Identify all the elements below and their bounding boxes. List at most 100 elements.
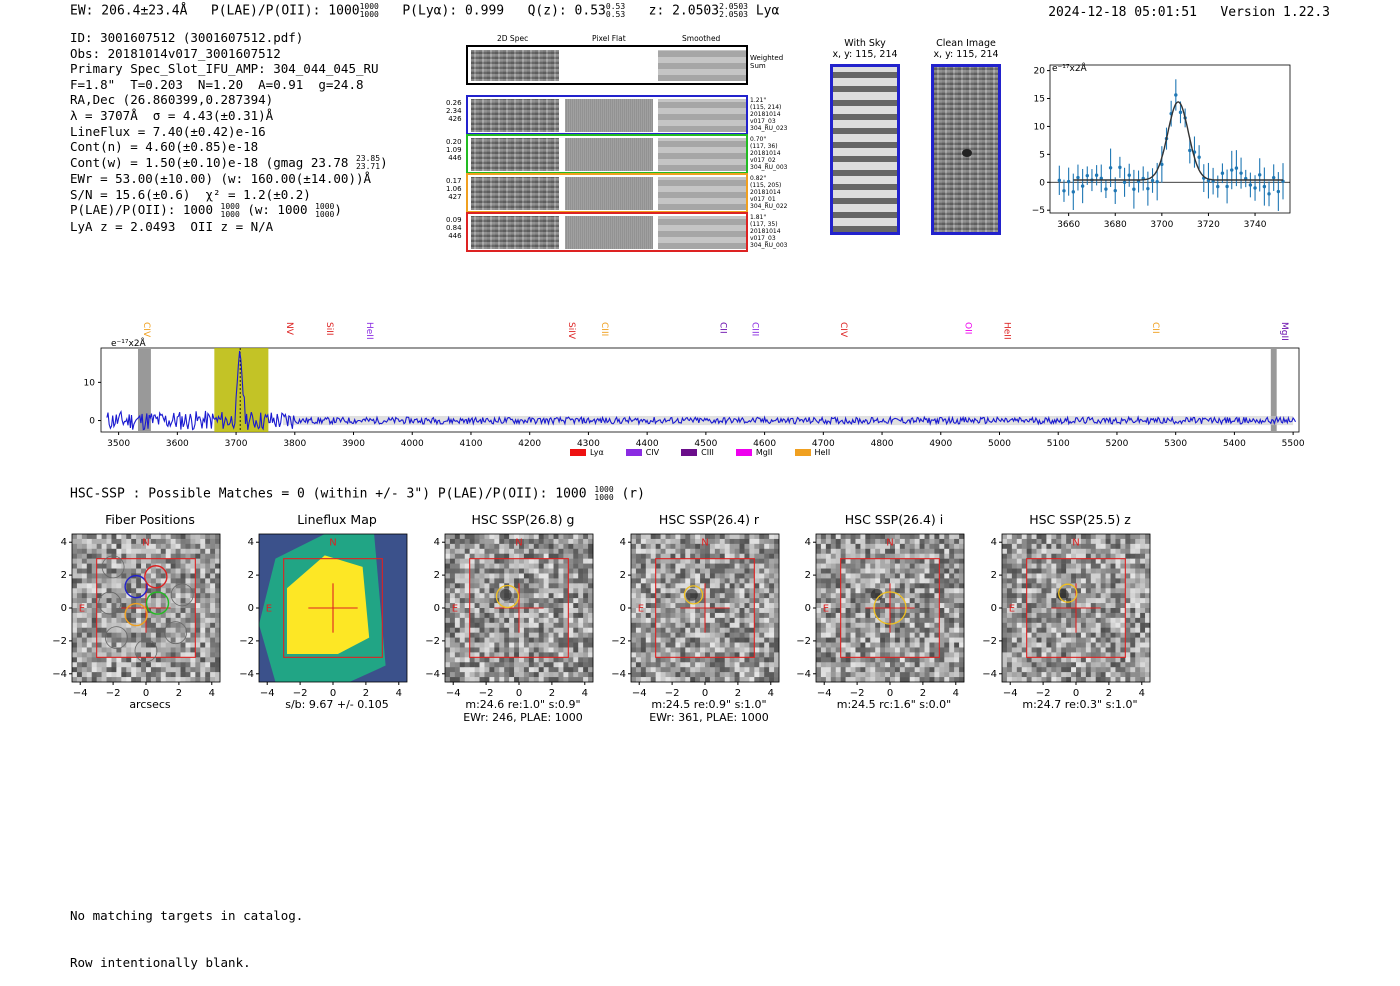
pixel: [170, 652, 176, 658]
plae-fraction: 1000 1000: [359, 2, 379, 19]
pixel: [714, 627, 721, 633]
pixel: [1056, 667, 1062, 673]
hsc-ytick-label: −4: [796, 669, 811, 680]
pixel: [160, 593, 167, 599]
ew-value: EW: 206.4±23.4Å: [70, 3, 188, 19]
pixel: [899, 583, 906, 589]
pixel: [548, 657, 554, 663]
pixel: [136, 583, 142, 589]
pixel: [1046, 667, 1052, 673]
pixel: [1016, 608, 1023, 614]
pixel: [655, 568, 661, 574]
pixel: [645, 617, 652, 624]
pixel: [695, 647, 701, 653]
pixel: [509, 632, 515, 638]
pixel: [1011, 558, 1018, 564]
pixel: [899, 603, 906, 609]
hsc-ytick-label: 0: [620, 603, 626, 614]
pixel: [553, 534, 559, 540]
pixel: [909, 558, 915, 564]
pixel: [72, 578, 78, 584]
pixel: [934, 538, 940, 545]
pixel: [1071, 637, 1077, 643]
pixel: [91, 573, 97, 579]
pixel: [170, 677, 176, 683]
pixel: [724, 612, 730, 619]
pixel: [1105, 568, 1111, 574]
pixel: [136, 632, 142, 638]
pixel: [1031, 553, 1037, 559]
pixel: [635, 538, 642, 545]
pixel: [816, 677, 822, 683]
pixel: [563, 553, 569, 559]
pixel: [494, 612, 500, 619]
pixel: [1011, 642, 1018, 648]
pixel: [548, 553, 554, 559]
pixel: [523, 593, 530, 599]
east-label: E: [452, 603, 458, 614]
pixel: [165, 583, 171, 589]
pixel: [1021, 657, 1027, 663]
pixel: [816, 548, 822, 555]
pixel: [695, 642, 701, 648]
pixel: [890, 568, 896, 574]
pixel: [101, 568, 107, 574]
pixel: [1090, 593, 1097, 599]
pixel: [835, 632, 841, 638]
pixel: [855, 573, 861, 579]
pixel: [76, 637, 83, 643]
pixel: [914, 662, 920, 668]
pixel: [523, 558, 530, 564]
hsc-ytick-label: −4: [425, 669, 440, 680]
pixel: [665, 568, 671, 574]
pixel: [155, 583, 162, 589]
pixel: [1076, 652, 1082, 658]
pixel: [528, 543, 535, 550]
pixel: [459, 583, 466, 589]
pixel: [141, 573, 147, 579]
pixel: [845, 543, 851, 550]
pixel: [479, 534, 485, 540]
pixel: [111, 578, 117, 584]
pixel: [141, 608, 147, 614]
pixel: [215, 534, 221, 540]
zoom-point: [1188, 148, 1192, 153]
pixel: [919, 538, 925, 545]
pixel: [1056, 563, 1062, 569]
pixel: [528, 534, 535, 540]
pixel: [499, 563, 505, 569]
pixel: [719, 608, 726, 614]
pixel: [126, 667, 132, 673]
pixel: [519, 538, 525, 545]
pixel: [845, 608, 851, 614]
pixel: [1026, 642, 1032, 648]
pixel: [650, 677, 656, 683]
pixel: [914, 608, 920, 614]
pixel: [675, 657, 681, 663]
pixel: [121, 593, 127, 599]
pixel: [894, 617, 901, 624]
pixel: [1145, 608, 1151, 614]
pixel: [548, 622, 554, 629]
pixel: [210, 583, 216, 589]
pixel: [944, 588, 950, 594]
pixel: [890, 543, 896, 550]
pixel: [939, 642, 945, 648]
pixel: [709, 677, 716, 683]
pixel: [825, 612, 832, 619]
pixel: [680, 583, 686, 589]
pixel: [1085, 622, 1092, 629]
pixel: [205, 603, 211, 609]
pixel: [573, 568, 579, 574]
pixel: [469, 662, 475, 668]
pixel: [185, 657, 191, 663]
pixel: [1140, 553, 1146, 559]
pixel: [504, 647, 510, 653]
pixel: [116, 632, 122, 638]
pixel: [899, 598, 906, 604]
pixel: [131, 652, 137, 658]
pixel: [816, 657, 822, 663]
pixel: [583, 667, 589, 673]
pixel: [714, 543, 721, 550]
pixel: [1135, 622, 1141, 629]
